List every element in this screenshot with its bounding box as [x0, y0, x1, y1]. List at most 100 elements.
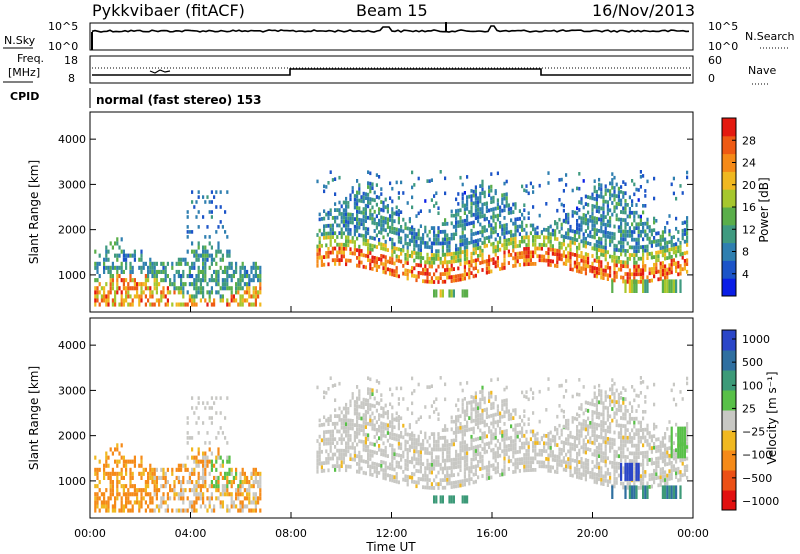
echo-cell: [452, 484, 455, 489]
echo-cell: [197, 245, 200, 250]
echo-cell: [668, 279, 671, 293]
echo-cell: [567, 235, 570, 240]
echo-cell: [631, 199, 634, 204]
echo-cell: [362, 459, 365, 464]
echo-cell: [356, 469, 359, 474]
echo-cell: [140, 475, 143, 480]
echo-cell: [197, 451, 200, 456]
echo-cell: [210, 274, 213, 279]
echo-cell: [204, 455, 207, 460]
echo-cell: [413, 449, 416, 454]
echo-cell: [426, 272, 429, 276]
echo-cell: [384, 403, 387, 408]
echo-cell: [406, 276, 409, 281]
echo-cell: [543, 449, 546, 453]
echo-cell: [525, 223, 528, 228]
echo-cell: [569, 267, 572, 271]
echo-cell: [620, 458, 623, 463]
echo-cell: [239, 274, 242, 279]
echo-cell: [452, 495, 455, 504]
echo-cell: [435, 482, 438, 487]
echo-cell: [105, 265, 108, 270]
echo-cell: [114, 504, 117, 509]
echo-cell: [191, 274, 194, 279]
echo-cell: [584, 240, 587, 245]
echo-cell: [224, 436, 227, 440]
echo-cell: [250, 269, 253, 274]
echo-cell: [430, 404, 433, 408]
echo-cell: [380, 406, 383, 410]
echo-cell: [496, 465, 499, 470]
echo-cell: [327, 460, 330, 465]
echo-cell: [554, 454, 557, 459]
echo-cell: [316, 385, 319, 390]
echo-cell: [94, 508, 97, 513]
echo-cell: [587, 202, 590, 207]
echo-cell: [193, 484, 196, 489]
echo-cell: [545, 235, 548, 240]
echo-cell: [400, 228, 403, 233]
echo-cell: [547, 247, 550, 252]
echo-cell: [501, 472, 504, 477]
echo-cell: [626, 279, 629, 284]
echo-cell: [600, 225, 603, 230]
echo-cell: [404, 268, 407, 273]
echo-cell: [606, 211, 609, 216]
echo-cell: [450, 289, 453, 298]
echo-cell: [96, 471, 99, 476]
echo-cell: [356, 236, 359, 241]
echo-cell: [477, 425, 480, 430]
echo-cell: [358, 454, 361, 459]
echo-cell: [120, 471, 123, 476]
echo-cell: [463, 444, 466, 448]
echo-cell: [666, 267, 669, 272]
echo-cell: [127, 459, 130, 464]
echo-cell: [334, 239, 337, 243]
echo-cell: [492, 451, 495, 456]
echo-cell: [490, 463, 493, 468]
echo-cell: [367, 181, 370, 186]
echo-cell: [525, 184, 528, 188]
echo-cell: [369, 235, 372, 240]
echo-cell: [125, 253, 128, 258]
echo-cell: [637, 226, 640, 230]
echo-cell: [481, 389, 484, 394]
echo-cell: [210, 245, 213, 250]
echo-cell: [395, 460, 398, 465]
echo-cell: [595, 461, 598, 466]
echo-cell: [529, 456, 532, 461]
echo-cell: [587, 428, 590, 432]
echo-cell: [624, 408, 627, 413]
echo-cell: [349, 197, 352, 202]
echo-cell: [483, 408, 486, 412]
echo-cell: [402, 271, 405, 276]
echo-cell: [494, 189, 497, 193]
echo-cell: [349, 239, 352, 244]
echo-cell: [241, 467, 244, 472]
echo-cell: [180, 480, 183, 485]
echo-cell: [160, 504, 163, 509]
echo-cell: [450, 267, 453, 272]
echo-cell: [496, 198, 499, 203]
echo-cell: [252, 261, 255, 266]
echo-cell: [536, 437, 539, 442]
echo-cell: [664, 272, 667, 276]
echo-cell: [259, 286, 262, 291]
echo-cell: [380, 227, 383, 231]
echo-cell: [584, 202, 587, 206]
echo-cell: [419, 461, 422, 466]
echo-cell: [472, 232, 475, 236]
echo-cell: [488, 391, 491, 396]
echo-cell: [565, 262, 568, 266]
echo-cell: [369, 181, 372, 186]
echo-cell: [428, 435, 431, 440]
echo-cell: [316, 248, 319, 253]
echo-cell: [323, 209, 326, 213]
echo-cell: [358, 470, 361, 474]
echo-cell: [567, 457, 570, 461]
echo-cell: [411, 437, 414, 442]
echo-cell: [521, 235, 524, 240]
echo-cell: [631, 253, 634, 257]
echo-cell: [615, 259, 618, 264]
echo-cell: [455, 243, 458, 248]
